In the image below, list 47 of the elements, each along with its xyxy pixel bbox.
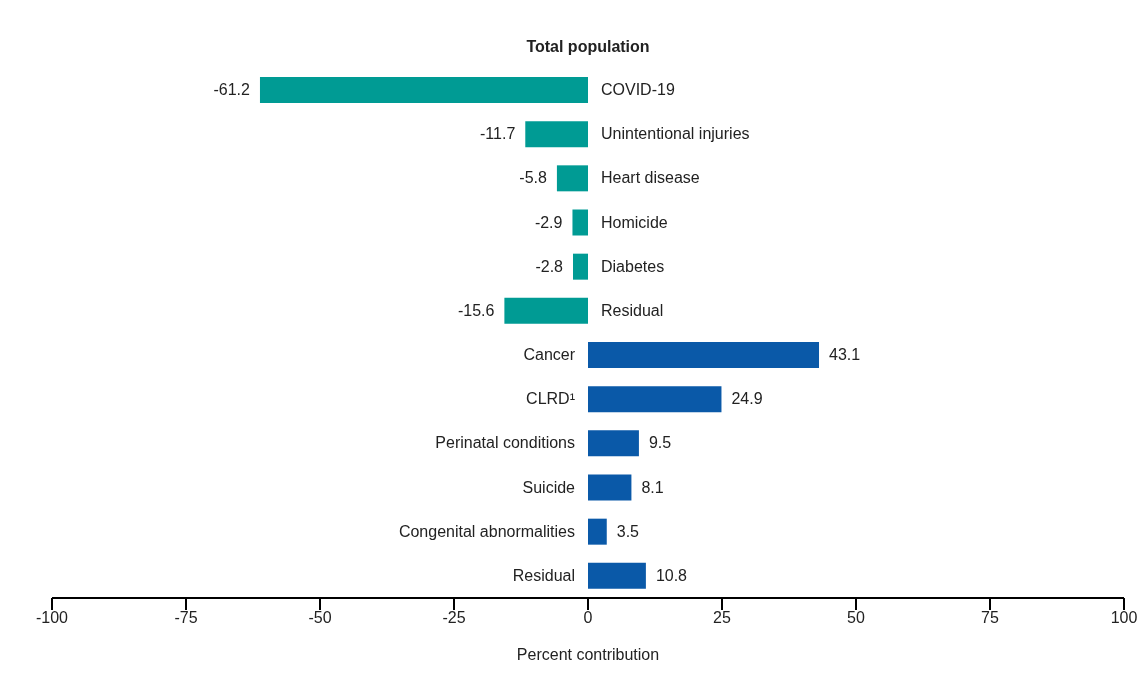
bar xyxy=(588,518,607,545)
y-tick-label: Perinatal conditions xyxy=(435,434,575,452)
y-tick-label: Residual xyxy=(512,566,575,584)
y-tick-label: Heart disease xyxy=(601,169,700,187)
data-label: -11.7 xyxy=(480,125,516,143)
bar xyxy=(588,430,639,457)
y-tick-label: Residual xyxy=(601,301,664,319)
y-tick-label: Unintentional injuries xyxy=(601,125,750,143)
y-tick-label: Diabetes xyxy=(601,257,665,275)
y-tick-label: Suicide xyxy=(522,478,576,496)
bar xyxy=(588,474,632,501)
bar xyxy=(572,209,588,236)
x-tick-label: 25 xyxy=(713,609,731,627)
bar xyxy=(504,297,588,324)
bar xyxy=(556,165,588,192)
data-label: 43.1 xyxy=(829,346,861,363)
y-tick-label: COVID-19 xyxy=(601,81,675,98)
y-tick-label: Homicide xyxy=(601,213,668,231)
x-tick-label: -25 xyxy=(442,609,466,627)
data-label: 3.5 xyxy=(616,522,640,540)
y-tick-label: Cancer xyxy=(523,346,576,363)
x-tick-label: -50 xyxy=(308,609,332,627)
bar xyxy=(525,121,588,148)
y-tick-label: Congenital abnormalities xyxy=(398,522,575,540)
chart-title: Total population xyxy=(525,38,651,56)
data-label: 24.9 xyxy=(731,390,763,408)
data-label: -2.9 xyxy=(534,213,563,231)
data-label: 8.1 xyxy=(641,478,664,496)
bar xyxy=(259,77,588,103)
x-tick-label: 50 xyxy=(847,609,865,627)
x-axis-title: Percent contribution xyxy=(516,646,660,663)
x-tick-label: 75 xyxy=(981,609,999,627)
bar xyxy=(588,562,646,589)
y-tick-label: CLRD¹ xyxy=(526,390,575,408)
x-tick-label: -75 xyxy=(174,609,198,627)
data-label: 10.8 xyxy=(655,566,688,584)
bar xyxy=(572,253,588,280)
data-label: 9.5 xyxy=(648,434,672,452)
data-label: -15.6 xyxy=(457,301,495,319)
bar xyxy=(588,342,820,368)
data-label: -2.8 xyxy=(535,257,564,275)
data-label: -61.2 xyxy=(213,81,251,98)
data-label: -5.8 xyxy=(519,169,548,187)
x-tick-label: 0 xyxy=(583,609,593,627)
bar xyxy=(588,386,722,413)
x-tick-label: 100 xyxy=(1110,609,1138,627)
x-tick-label: -100 xyxy=(35,609,69,627)
